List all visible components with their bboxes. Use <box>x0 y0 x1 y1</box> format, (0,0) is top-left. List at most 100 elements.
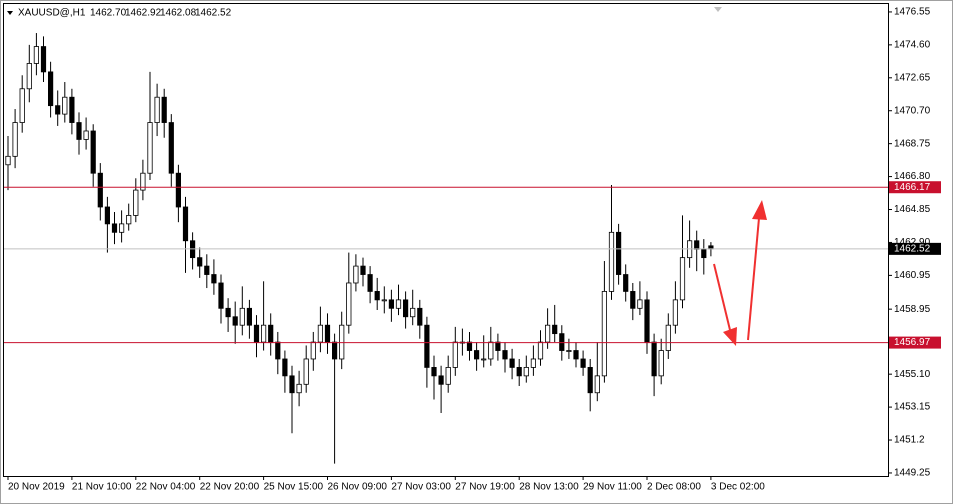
x-tick-label: 26 Nov 09:00 <box>328 482 388 493</box>
candle-body <box>651 341 657 377</box>
candle-body <box>40 46 47 73</box>
candle-body <box>601 291 608 377</box>
x-tick-label: 21 Nov 10:00 <box>72 482 132 493</box>
x-tick-label: 29 Nov 11:00 <box>583 482 642 493</box>
y-tick-label: 1474.60 <box>894 40 931 51</box>
candle-body <box>502 350 508 360</box>
candle-body <box>559 333 565 351</box>
candle-body <box>445 367 451 385</box>
candle-body <box>630 291 636 309</box>
candle-body <box>658 350 664 377</box>
candle-body <box>410 307 416 318</box>
shift-marker <box>714 7 722 12</box>
y-tick-label: 1468.75 <box>894 138 931 149</box>
candle-body <box>62 96 68 115</box>
candle-body <box>133 189 139 216</box>
x-tick-label: 28 Nov 13:00 <box>519 482 579 493</box>
y-tick-label: 1451.2 <box>894 435 925 446</box>
x-tick-label: 3 Dec 02:00 <box>711 482 765 493</box>
candle-body <box>83 130 89 140</box>
candle-body <box>395 299 402 309</box>
candle-body <box>161 96 167 123</box>
candle-body <box>76 122 82 140</box>
candle-body <box>211 274 217 284</box>
candle-body <box>55 105 61 115</box>
candle-body <box>360 265 366 275</box>
y-tick-label: 1455.10 <box>894 369 931 380</box>
candle-body <box>268 324 274 343</box>
candle-body <box>488 341 494 360</box>
candle-body <box>282 358 288 377</box>
candle-body <box>239 307 245 326</box>
candle-body <box>672 299 679 326</box>
candle-body <box>111 223 118 233</box>
candle-body <box>317 324 324 343</box>
candle-body <box>289 375 295 394</box>
arrow-shaft <box>747 217 760 341</box>
header-value: 1462.08 <box>160 8 197 19</box>
y-tick-label: 1453.15 <box>894 402 931 413</box>
candle-body <box>580 358 586 368</box>
price-level-label: 1466.17 <box>894 182 931 193</box>
candle-body <box>126 215 132 225</box>
candle-body <box>260 324 267 343</box>
price-level-box <box>889 242 941 255</box>
x-tick-label: 27 Nov 19:00 <box>455 482 515 493</box>
candle-body <box>623 274 629 292</box>
candle-body <box>523 367 529 377</box>
candle-body <box>33 46 40 64</box>
candle-body <box>12 122 18 157</box>
candle-body <box>381 299 387 302</box>
candle-body <box>495 341 501 351</box>
x-tick-label: 25 Nov 15:00 <box>264 482 324 493</box>
y-tick-label: 1466.80 <box>894 171 931 182</box>
candle-body <box>388 299 395 309</box>
candle-body <box>346 282 352 326</box>
candle-body <box>97 172 103 208</box>
candle-body <box>438 375 444 385</box>
candle-body <box>473 350 480 360</box>
y-tick-label: 1460.95 <box>894 270 931 281</box>
candle-body <box>154 96 160 123</box>
candle-body <box>339 324 345 360</box>
x-tick-label: 27 Nov 03:00 <box>391 482 451 493</box>
candle-body <box>104 206 110 225</box>
candle-body <box>537 341 544 360</box>
candle-body <box>218 282 224 309</box>
candle-body <box>69 96 75 123</box>
candle-body <box>374 291 380 301</box>
candle-body <box>637 299 643 309</box>
arrows <box>713 200 767 346</box>
candle-body <box>587 367 593 394</box>
x-tick-label: 2 Dec 08:00 <box>647 482 701 493</box>
candle-body <box>353 265 359 284</box>
candle-body <box>665 324 671 351</box>
candle-body <box>19 88 25 123</box>
candle-body <box>424 324 430 368</box>
x-tick-label: 22 Nov 20:00 <box>200 482 260 493</box>
candle-body <box>516 367 522 377</box>
candle-body <box>5 155 11 166</box>
candle-body <box>644 299 650 343</box>
x-tick-label: 20 Nov 2019 <box>8 482 65 493</box>
candle-body <box>694 240 700 250</box>
candle-body <box>417 307 423 326</box>
candle-body <box>367 274 373 292</box>
candle-body <box>608 231 615 292</box>
candle-body <box>324 324 331 343</box>
candle-body <box>168 122 174 174</box>
candle-body <box>331 341 338 360</box>
candle-body <box>26 63 32 90</box>
candle-body <box>246 307 252 326</box>
candle-body <box>452 341 458 368</box>
candle-body <box>481 358 487 361</box>
candle-body <box>573 350 579 360</box>
candle-body <box>310 341 316 360</box>
candle-body <box>701 248 707 259</box>
candle-body <box>566 350 572 352</box>
candle-body <box>545 324 551 343</box>
candle-body <box>253 324 260 343</box>
y-tick-label: 1476.55 <box>894 7 931 18</box>
y-tick-label: 1458.95 <box>894 304 931 315</box>
candle-body <box>594 375 600 394</box>
